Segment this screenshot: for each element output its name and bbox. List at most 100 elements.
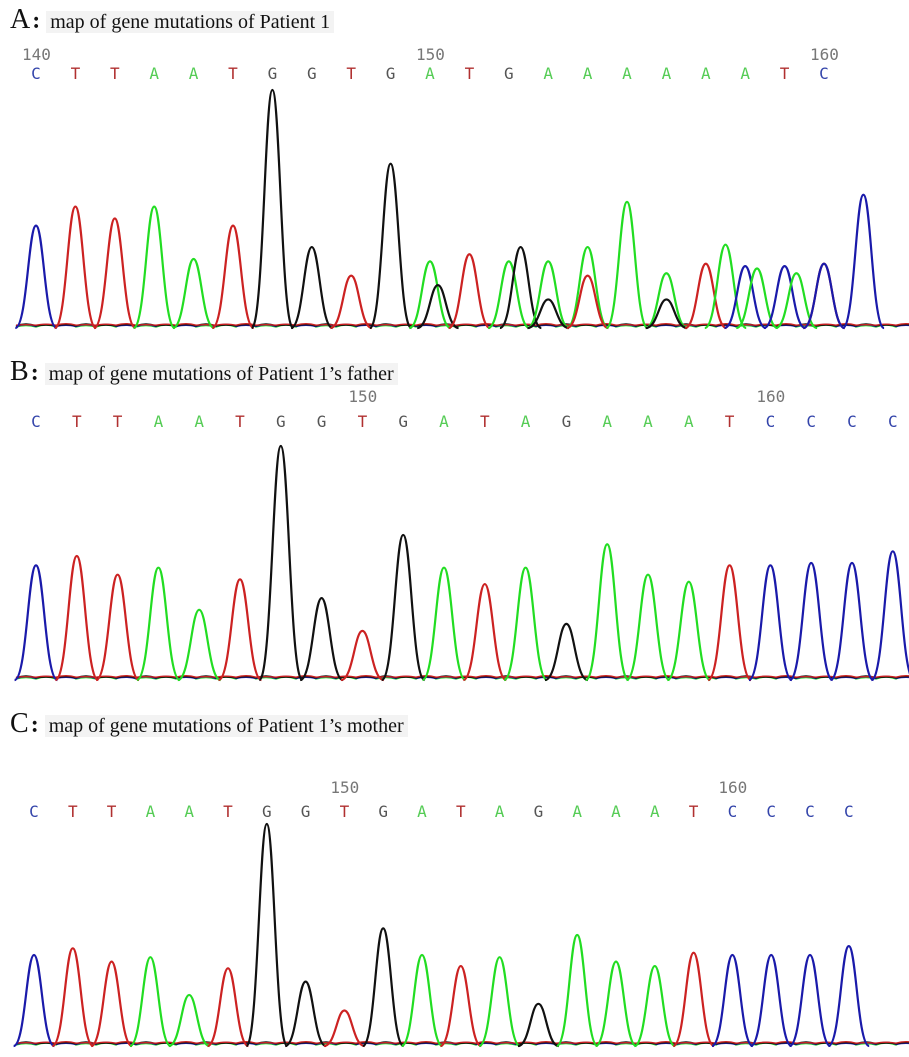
peak-g <box>416 284 460 330</box>
base-call-c: C <box>765 412 776 431</box>
panel-a-chromatogram <box>14 88 909 330</box>
peak-a <box>633 964 676 1048</box>
peak-a <box>129 956 172 1048</box>
peak-a <box>503 566 549 682</box>
peak-t <box>54 554 100 682</box>
panel-c-colon: : <box>30 712 39 738</box>
peak-c <box>13 564 59 682</box>
panel-a-caption: map of gene mutations of Patient 1 <box>46 11 335 33</box>
base-call-c: C <box>805 802 815 821</box>
position-label-160: 160 <box>718 778 748 797</box>
peak-t <box>93 217 137 330</box>
base-call-a: A <box>425 64 435 83</box>
base-call-g: G <box>378 802 389 821</box>
peak-a <box>645 272 688 330</box>
base-call-a: A <box>622 64 632 83</box>
peak-a <box>595 960 637 1048</box>
baseline-trace-g <box>15 1041 909 1045</box>
base-call-g: G <box>385 64 396 83</box>
peak-t <box>566 274 609 330</box>
peak-c <box>750 953 793 1048</box>
peak-t <box>95 573 140 682</box>
peak-a <box>704 243 747 330</box>
peak-a <box>177 608 222 682</box>
base-call-a: A <box>700 64 711 83</box>
base-call-g: G <box>503 64 514 83</box>
base-call-t: T <box>357 412 368 431</box>
peak-t <box>207 967 249 1048</box>
peak-c <box>827 944 871 1048</box>
peak-c <box>13 953 55 1048</box>
base-call-a: A <box>439 412 449 431</box>
peak-t <box>53 205 98 330</box>
base-call-g: G <box>561 412 572 431</box>
peak-a <box>487 260 531 330</box>
peak-t <box>90 960 133 1048</box>
base-call-c: C <box>887 412 898 431</box>
base-call-c: C <box>843 802 854 821</box>
peak-a <box>735 267 779 330</box>
base-call-a: A <box>572 802 583 821</box>
base-call-t: T <box>479 412 490 431</box>
base-call-c: C <box>31 64 41 83</box>
baseline-trace-t <box>15 323 909 326</box>
peak-c <box>723 265 767 330</box>
base-call-g: G <box>306 64 317 83</box>
peak-c <box>747 564 793 682</box>
panel-b-chromatogram <box>13 444 909 682</box>
peak-g <box>368 162 413 330</box>
base-call-g: G <box>316 412 327 431</box>
peak-t <box>330 274 373 330</box>
peak-g <box>299 596 344 682</box>
peak-a <box>478 956 521 1048</box>
base-call-g: G <box>275 412 286 431</box>
peak-t <box>51 947 95 1048</box>
peak-g <box>517 1002 560 1048</box>
peak-c <box>802 262 846 330</box>
position-label-140: 140 <box>22 45 51 64</box>
panel-a-colon: : <box>32 8 41 34</box>
peak-c <box>14 224 58 330</box>
peak-c <box>789 953 831 1048</box>
peak-g <box>645 298 688 330</box>
panel-c-letter: C <box>10 708 29 739</box>
base-call-c: C <box>847 412 857 431</box>
base-call-t: T <box>71 412 82 431</box>
base-call-a: A <box>602 412 613 431</box>
peak-a <box>566 245 609 330</box>
peak-a <box>408 260 452 330</box>
base-call-a: A <box>188 64 199 83</box>
peak-a <box>666 580 712 682</box>
base-call-t: T <box>112 412 123 431</box>
panel-c-caption: map of gene mutations of Patient 1’s mot… <box>44 715 408 737</box>
base-call-a: A <box>145 802 156 821</box>
base-call-c: C <box>819 64 829 83</box>
panel-b-letter: B <box>10 356 29 387</box>
base-call-a: A <box>520 412 531 431</box>
panel-c-chromatogram <box>13 822 909 1048</box>
peak-c <box>788 561 834 682</box>
base-call-a: A <box>543 64 554 83</box>
base-call-a: A <box>661 64 672 83</box>
peak-a <box>605 200 649 330</box>
peak-c <box>841 193 886 330</box>
base-call-a: A <box>740 64 751 83</box>
peak-a <box>168 993 211 1048</box>
position-label-150: 150 <box>348 387 378 406</box>
base-call-a: A <box>153 412 164 431</box>
base-call-a: A <box>582 64 593 83</box>
base-call-a: A <box>417 802 427 821</box>
peak-a <box>135 566 181 682</box>
base-call-t: T <box>688 802 699 821</box>
peak-a <box>625 573 671 682</box>
peak-g <box>258 444 304 682</box>
peak-t <box>707 564 753 682</box>
panel-b-colon: : <box>30 360 39 386</box>
peak-g <box>290 245 334 330</box>
peak-g <box>499 245 542 330</box>
peak-t <box>340 629 385 682</box>
base-call-t: T <box>223 802 233 821</box>
base-call-g: G <box>300 802 311 821</box>
panel-b-caption: map of gene mutations of Patient 1’s fat… <box>44 363 398 385</box>
peak-a <box>775 272 818 330</box>
